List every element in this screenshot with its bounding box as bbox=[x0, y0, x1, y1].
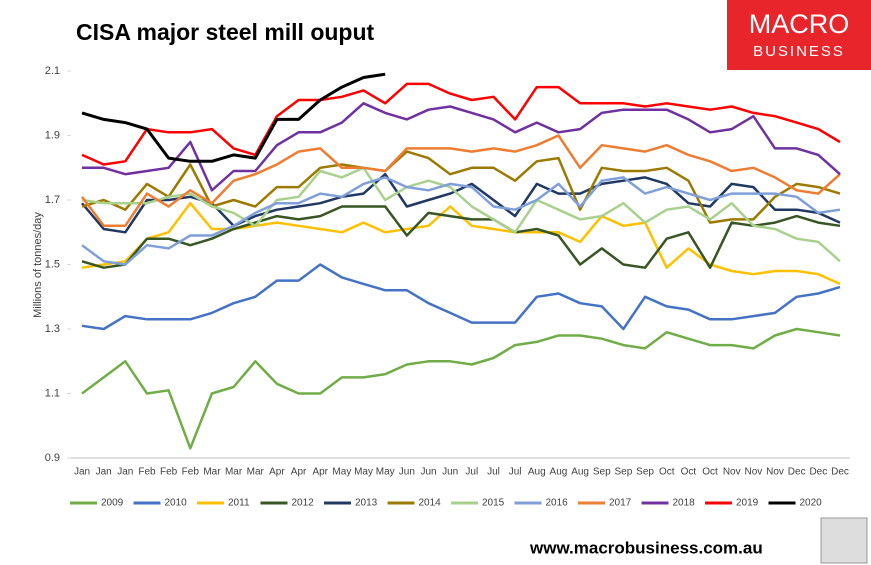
series-line bbox=[81, 263, 841, 331]
x-tick-label: May bbox=[376, 467, 395, 478]
y-tick-label: 0.9 bbox=[45, 452, 60, 464]
series-line bbox=[81, 205, 841, 269]
series-line bbox=[82, 102, 841, 192]
y-tick-label: 1.9 bbox=[45, 129, 60, 141]
x-tick-label: Aug bbox=[571, 467, 589, 478]
x-tick-label: Jan bbox=[74, 467, 90, 478]
x-tick-label: Nov bbox=[766, 467, 784, 478]
x-tick-label: Oct bbox=[681, 467, 697, 478]
series-line bbox=[80, 134, 841, 228]
x-tick-label: Jul bbox=[487, 467, 500, 478]
series-line bbox=[81, 176, 841, 266]
x-tick-label: Dec bbox=[831, 467, 849, 478]
x-tick-label: Mar bbox=[203, 467, 221, 478]
x-tick-label: Oct bbox=[659, 467, 675, 478]
x-tick-label: Feb bbox=[138, 467, 156, 478]
x-tick-label: Nov bbox=[744, 467, 762, 478]
x-tick-label: Nov bbox=[723, 467, 741, 478]
x-tick-label: Mar bbox=[225, 467, 243, 478]
logo-text: MACRO bbox=[749, 9, 850, 39]
x-tick-label: Dec bbox=[809, 467, 827, 478]
y-tick-label: 1.1 bbox=[45, 387, 60, 399]
legend-label: 2014 bbox=[419, 498, 442, 509]
series-line bbox=[81, 72, 386, 163]
footer: www.macrobusiness.com.au bbox=[529, 538, 763, 557]
y-tick-label: 1.7 bbox=[45, 194, 60, 206]
series-line bbox=[81, 172, 841, 234]
x-tick-label: Jun bbox=[420, 467, 436, 478]
legend-label: 2013 bbox=[355, 498, 378, 509]
x-tick-label: Sep bbox=[593, 467, 611, 478]
x-tick-label: May bbox=[332, 467, 351, 478]
x-tick-label: Apr bbox=[269, 467, 285, 478]
logo-text: BUSINESS bbox=[753, 43, 845, 60]
x-tick-label: Mar bbox=[247, 467, 265, 478]
logo-box bbox=[727, 0, 871, 70]
legend-label: 2017 bbox=[609, 498, 632, 509]
legend-label: 2018 bbox=[673, 498, 696, 509]
x-tick-label: May bbox=[354, 467, 373, 478]
x-tick-label: Jan bbox=[117, 467, 133, 478]
series-line bbox=[81, 327, 841, 450]
series-line bbox=[81, 201, 841, 286]
x-tick-label: Jul bbox=[465, 467, 478, 478]
x-tick-label: Jun bbox=[442, 467, 458, 478]
x-tick-label: Apr bbox=[291, 467, 307, 478]
legend-label: 2010 bbox=[165, 498, 188, 509]
y-tick-label: 2.1 bbox=[45, 65, 60, 77]
fox-icon bbox=[820, 517, 868, 564]
x-tick-label: Aug bbox=[550, 467, 568, 478]
legend-label: 2011 bbox=[228, 498, 250, 509]
y-tick-label: 1.3 bbox=[45, 323, 60, 335]
legend-label: 2019 bbox=[736, 498, 759, 509]
series-line bbox=[81, 166, 841, 263]
legend-label: 2020 bbox=[800, 498, 823, 509]
x-tick-label: Jul bbox=[509, 467, 522, 478]
y-axis-label: Millions of tonnes/day bbox=[32, 212, 44, 318]
y-tick-label: 1.5 bbox=[45, 258, 60, 270]
x-tick-label: Jun bbox=[399, 467, 415, 478]
legend-label: 2016 bbox=[546, 498, 569, 509]
chart-title: CISA major steel mill ouput bbox=[76, 19, 375, 45]
legend-label: 2009 bbox=[101, 498, 124, 509]
legend-label: 2015 bbox=[482, 498, 505, 509]
x-tick-label: Feb bbox=[160, 467, 178, 478]
series-line bbox=[81, 150, 841, 224]
x-tick-label: Aug bbox=[528, 467, 546, 478]
series-line bbox=[81, 82, 841, 166]
x-tick-label: Feb bbox=[182, 467, 200, 478]
x-tick-label: Apr bbox=[312, 467, 328, 478]
legend-label: 2012 bbox=[292, 498, 315, 509]
x-tick-label: Jan bbox=[96, 467, 112, 478]
x-tick-label: Dec bbox=[788, 467, 806, 478]
x-tick-label: Sep bbox=[615, 467, 633, 478]
x-tick-label: Oct bbox=[702, 467, 718, 478]
x-tick-label: Sep bbox=[636, 467, 654, 478]
